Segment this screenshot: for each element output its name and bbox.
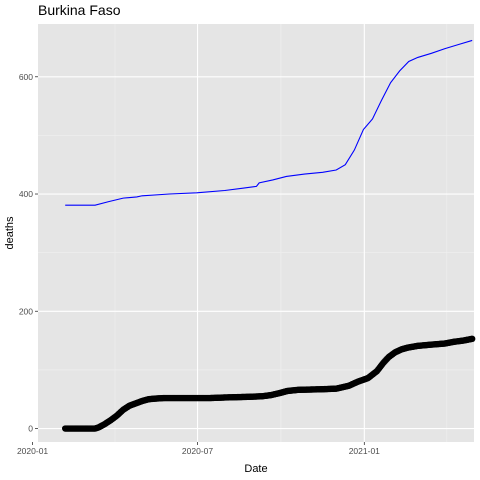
x-tick-label: 2020-01 <box>17 446 48 456</box>
series-line-blue <box>65 39 473 206</box>
axes: 2020-01 2020-07 2021-01 0 200 400 600 <box>17 72 380 456</box>
y-axis-title: deaths <box>4 216 16 250</box>
y-tick-label: 200 <box>19 306 33 316</box>
x-tick-label: 2020-07 <box>182 446 213 456</box>
data-point <box>468 335 476 343</box>
grid-lines <box>32 24 474 442</box>
y-tick-label: 400 <box>19 189 33 199</box>
x-axis-title: Date <box>244 463 267 475</box>
plot-panel <box>38 24 474 442</box>
y-tick-label: 0 <box>28 424 33 434</box>
series-points-black <box>61 335 476 432</box>
x-tick-label: 2021-01 <box>349 446 380 456</box>
series-layer <box>61 39 476 432</box>
chart-title: Burkina Faso <box>38 2 121 18</box>
y-tick-label: 600 <box>19 72 33 82</box>
